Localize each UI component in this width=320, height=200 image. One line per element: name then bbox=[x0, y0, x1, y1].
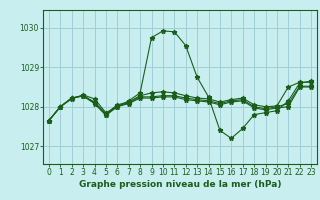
X-axis label: Graphe pression niveau de la mer (hPa): Graphe pression niveau de la mer (hPa) bbox=[79, 180, 281, 189]
